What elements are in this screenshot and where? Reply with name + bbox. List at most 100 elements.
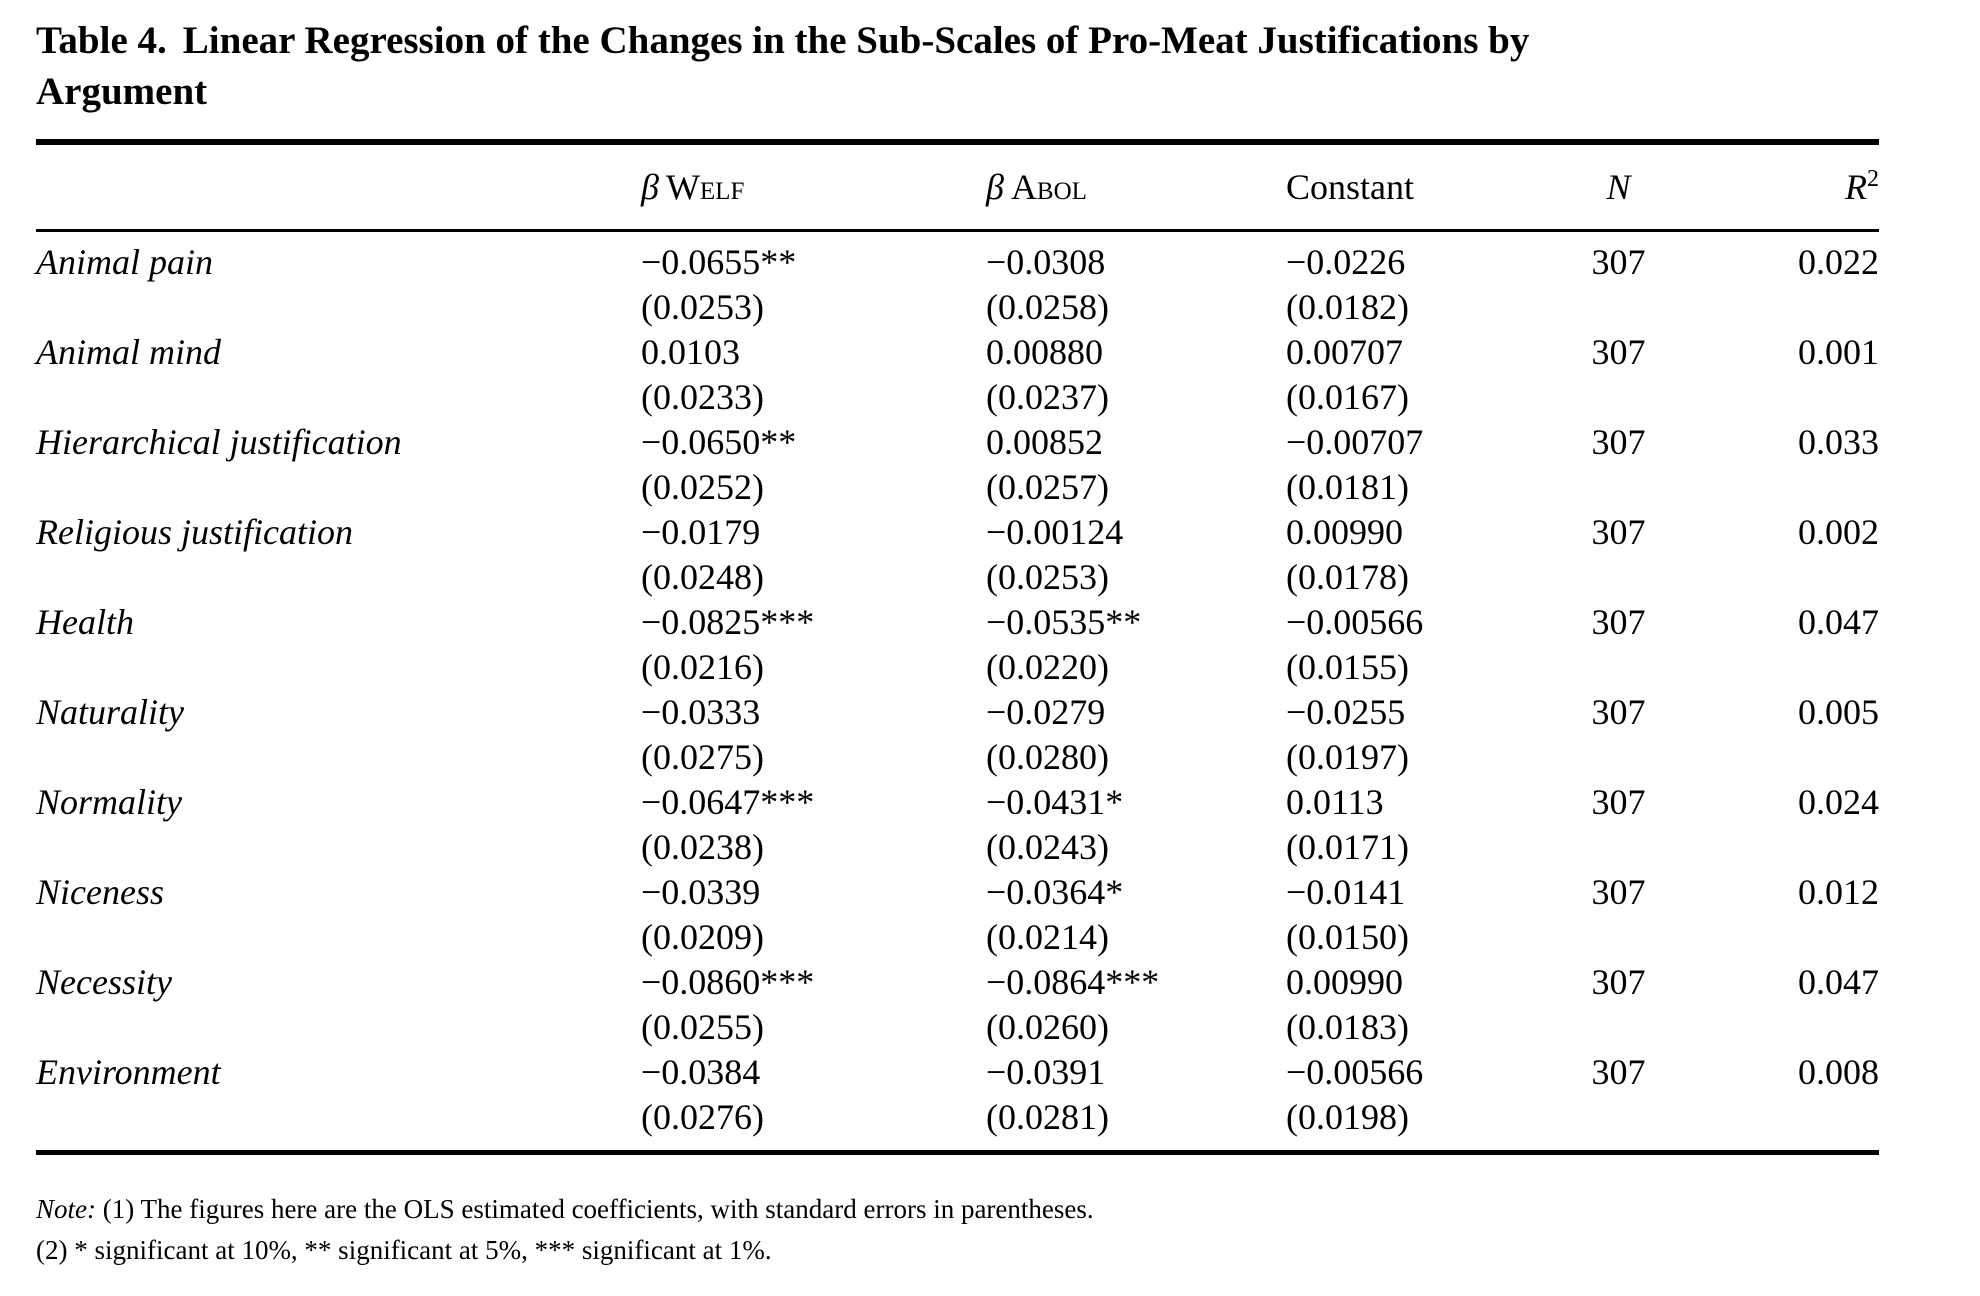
beta-symbol: β [641,167,659,208]
cell-constant: −0.00707 [1286,422,1424,463]
cell-beta-abol: −0.0391 [986,1052,1106,1093]
cell-constant-se: (0.0150) [1286,917,1409,958]
table-row-coef: Religious justification −0.0179 −0.00124 0.… [36,510,1879,555]
row-label: Animal pain [36,242,213,283]
cell-beta-welf-se: (0.0238) [641,827,764,868]
cell-beta-welf-se: (0.0248) [641,557,764,598]
row-label: Naturality [36,692,185,733]
beta-symbol: β [986,167,1004,208]
cell-beta-welf: −0.0333 [641,692,761,733]
row-label-se [36,735,641,780]
cell-constant-se: (0.0181) [1286,467,1409,508]
cell-n: 307 [1591,512,1646,553]
cell-n-se [1546,375,1691,420]
cell-r-squared: 0.001 [1798,332,1879,373]
cell-beta-welf: −0.0860*** [641,962,815,1003]
row-label-se [36,915,641,960]
table-note-1: Note: (1) The figures here are the OLS e… [36,1189,1596,1230]
header-beta-abol: β Abol [986,145,1286,231]
cell-n: 307 [1591,782,1646,823]
row-label-se [36,555,641,600]
cell-r-squared-se [1691,825,1879,870]
row-label-se [36,465,641,510]
regression-table: β Welf β Abol Constant N R2 Animal pain −0.… [36,139,1879,1156]
cell-beta-welf: −0.0647*** [641,782,815,823]
table-header-row: β Welf β Abol Constant N R2 [36,145,1879,231]
table-row-se: (0.0275) (0.0280) (0.0197) [36,735,1879,780]
row-label-se [36,375,641,420]
cell-r-squared: 0.022 [1798,242,1879,283]
row-label-se [36,825,641,870]
cell-beta-abol-se: (0.0260) [986,1007,1109,1048]
cell-beta-welf: −0.0179 [641,512,761,553]
cell-beta-abol: −0.0864*** [986,962,1160,1003]
cell-beta-abol-se: (0.0257) [986,467,1109,508]
cell-constant-se: (0.0183) [1286,1007,1409,1048]
cell-n: 307 [1591,872,1646,913]
table-row-coef: Hierarchical justification −0.0650** 0.008… [36,420,1879,465]
row-label: Necessity [36,962,172,1003]
row-label: Religious justification [36,512,353,553]
table-title: Table 4. Linear Regression of the Changes… [36,16,1656,117]
header-n: N [1546,145,1691,231]
cell-n-se [1546,645,1691,690]
table-row-coef: Animal mind 0.0103 0.00880 0.00707 307 0.001 [36,330,1879,375]
note-1-text: (1) The figures here are the OLS estimat… [96,1194,1094,1225]
cell-beta-welf-se: (0.0252) [641,467,764,508]
cell-r-squared: 0.024 [1798,782,1879,823]
cell-constant: 0.00707 [1286,332,1403,373]
cell-r-squared-se [1691,645,1879,690]
table-note-2: (2) * significant at 10%, ** significant… [36,1230,1596,1271]
cell-constant-se: (0.0167) [1286,377,1409,418]
cell-r-squared: 0.047 [1798,962,1879,1003]
cell-beta-welf-se: (0.0253) [641,287,764,328]
table-row-se: (0.0255) (0.0260) (0.0183) [36,1005,1879,1050]
cell-constant-se: (0.0171) [1286,827,1409,868]
table-row-se: (0.0216) (0.0220) (0.0155) [36,645,1879,690]
cell-n-se [1546,1095,1691,1150]
cell-constant-se: (0.0178) [1286,557,1409,598]
header-beta-abol-label: Abol [1010,167,1087,208]
table-row-se: (0.0253) (0.0258) (0.0182) [36,285,1879,330]
cell-n-se [1546,735,1691,780]
cell-n-se [1546,915,1691,960]
row-label: Niceness [36,872,164,913]
cell-beta-abol: −0.00124 [986,512,1124,553]
row-label: Hierarchical justification [36,422,402,463]
cell-beta-abol: −0.0308 [986,242,1106,283]
cell-beta-abol-se: (0.0243) [986,827,1109,868]
cell-beta-welf: −0.0825*** [641,602,815,643]
cell-beta-abol: −0.0364* [986,872,1124,913]
cell-constant: −0.00566 [1286,602,1424,643]
cell-n-se [1546,285,1691,330]
note-2-text: (2) * significant at 10%, ** significant… [36,1235,772,1266]
table-row-coef: Health −0.0825*** −0.0535** −0.00566 307 0.04… [36,600,1879,645]
row-label: Health [36,602,134,643]
cell-constant: −0.0141 [1286,872,1406,913]
header-r-squared-sup: 2 [1867,166,1879,193]
table-row-coef: Animal pain −0.0655** −0.0308 −0.0226 307 0.0… [36,231,1879,286]
cell-r-squared-se [1691,735,1879,780]
cell-n: 307 [1591,422,1646,463]
cell-n-se [1546,465,1691,510]
cell-r-squared-se [1691,285,1879,330]
cell-beta-abol-se: (0.0281) [986,1097,1109,1138]
header-beta-welf: β Welf [641,145,986,231]
cell-r-squared: 0.047 [1798,602,1879,643]
table-row-coef: Naturality −0.0333 −0.0279 −0.0255 307 0.005 [36,690,1879,735]
row-label-se [36,645,641,690]
table-row-se: (0.0233) (0.0237) (0.0167) [36,375,1879,420]
cell-r-squared-se [1691,1095,1879,1150]
note-prefix: Note: [36,1194,96,1225]
table-row-se: (0.0276) (0.0281) (0.0198) [36,1095,1879,1150]
cell-beta-welf-se: (0.0233) [641,377,764,418]
cell-n: 307 [1591,962,1646,1003]
cell-r-squared: 0.033 [1798,422,1879,463]
cell-n: 307 [1591,692,1646,733]
cell-r-squared: 0.008 [1798,1052,1879,1093]
row-label: Normality [36,782,183,823]
cell-constant-se: (0.0198) [1286,1097,1409,1138]
cell-beta-welf: 0.0103 [641,332,740,373]
cell-beta-abol-se: (0.0214) [986,917,1109,958]
